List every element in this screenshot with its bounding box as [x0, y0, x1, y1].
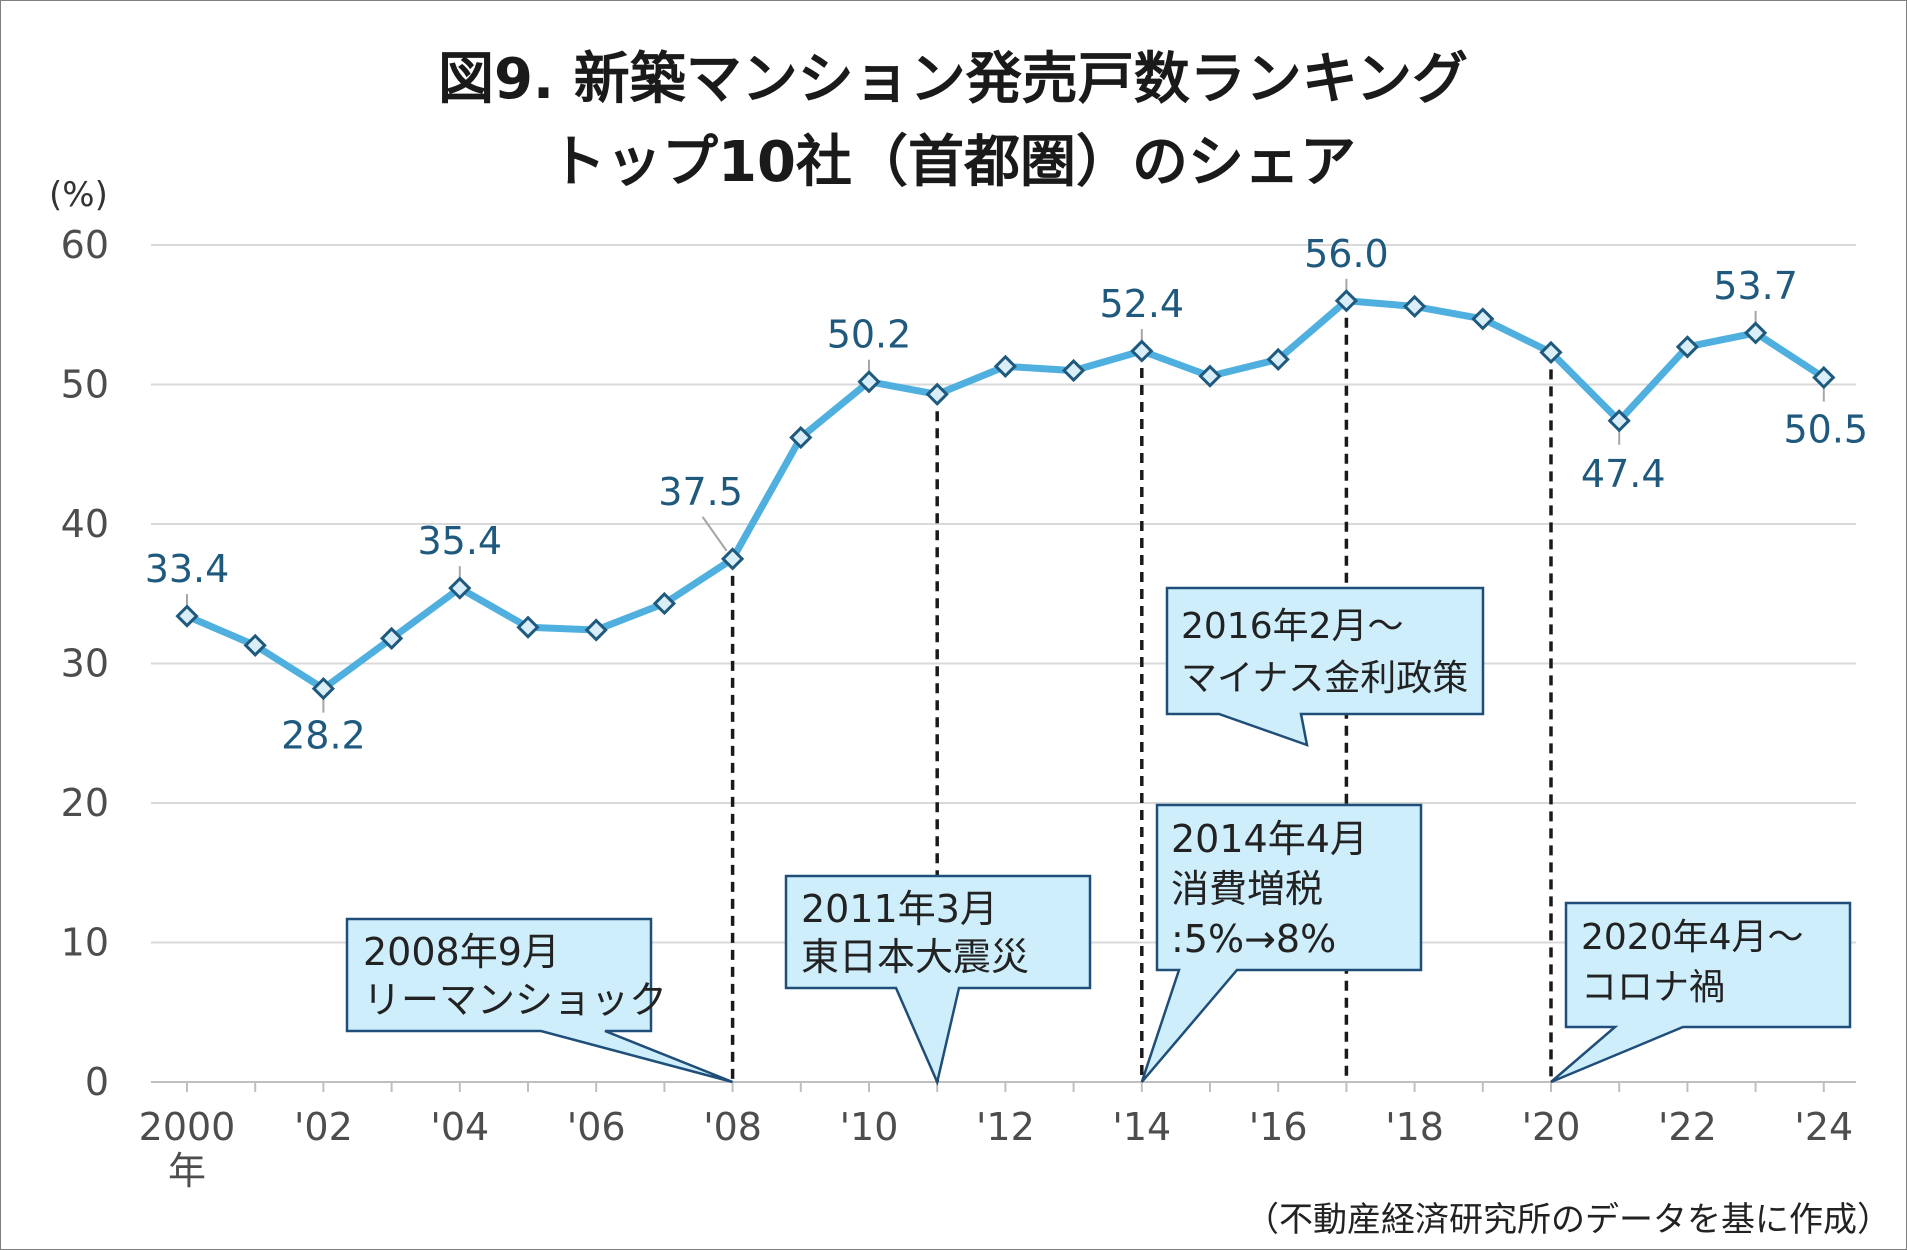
callout-text-line: 2008年9月 [363, 930, 560, 974]
data-point [584, 618, 608, 642]
data-markers [175, 289, 1836, 701]
source-note: （不動産経済研究所のデータを基に作成） [1245, 1200, 1891, 1240]
data-point [175, 604, 199, 628]
y-tick-label: 40 [61, 502, 109, 546]
data-label: 33.4 [145, 547, 230, 591]
x-tick-label: '08 [703, 1105, 762, 1149]
callout-text-line: コロナ禍 [1581, 967, 1725, 1008]
x-tick-label: '04 [430, 1105, 489, 1149]
data-label: 35.4 [417, 519, 502, 563]
data-label: 50.2 [827, 313, 912, 357]
callout-text-line: 東日本大震災 [801, 935, 1029, 979]
data-labels: 33.4 28.2 35.4 37.5 50.2 52.4 56.0 47.4 53.7 50.5 [145, 232, 1868, 758]
leader-line [701, 516, 728, 552]
callout-text-line: リーマンショック [363, 978, 667, 1022]
data-point [993, 354, 1018, 378]
data-point [1743, 321, 1768, 345]
data-point [1130, 339, 1154, 363]
callout-text-line: 2016年2月～ [1181, 606, 1404, 647]
event-callout: 2020年4月～ コロナ禍 [1550, 901, 1852, 1084]
data-point [720, 547, 745, 571]
callout-text-line: 消費増税 [1171, 867, 1323, 911]
data-point [857, 370, 881, 394]
callout-text-line: :5%→8% [1171, 917, 1336, 961]
callout-text-line: 2020年4月～ [1581, 917, 1804, 958]
data-point [1198, 364, 1222, 388]
data-point [516, 615, 540, 639]
y-tick-label: 50 [61, 363, 109, 407]
x-tick-label: '18 [1385, 1105, 1444, 1149]
chart-title-line2: トップ10社（首都圏）のシェア [550, 130, 1356, 195]
y-axis-ticks: 0 10 20 30 40 50 60 [61, 223, 109, 1104]
data-label: 28.2 [281, 714, 366, 758]
y-tick-label: 0 [85, 1060, 109, 1104]
y-tick-label: 20 [61, 781, 109, 825]
data-point [925, 382, 949, 406]
data-point [1266, 347, 1290, 372]
x-tick-label: '14 [1112, 1105, 1171, 1149]
y-tick-label: 60 [61, 223, 109, 267]
x-tick-label: '22 [1658, 1105, 1717, 1149]
x-axis-ticks: 2000 '02 '04 '06 '08 '10 '12 '14 '16 '18 '20 '22 '24 [139, 1082, 1853, 1149]
data-label: 52.4 [1099, 282, 1184, 326]
x-tick-label: 2000 [139, 1105, 236, 1149]
data-point [1539, 340, 1563, 365]
data-label-leaders [186, 278, 1825, 713]
data-point [1402, 294, 1427, 319]
callout-box [345, 917, 734, 1084]
data-label: 53.7 [1713, 264, 1798, 308]
x-tick-label: '06 [567, 1105, 626, 1149]
data-point [311, 676, 336, 701]
data-point [1607, 409, 1631, 433]
y-tick-label: 10 [61, 921, 109, 965]
y-tick-label: 30 [61, 642, 109, 686]
data-point [1812, 365, 1836, 390]
event-callout: 2016年2月～ マイナス金利政策 [1165, 586, 1485, 747]
callout-box [1550, 901, 1852, 1084]
data-label: 47.4 [1581, 452, 1666, 496]
data-point [243, 633, 267, 657]
callout-box [1140, 803, 1423, 1083]
callout-text-line: 2011年3月 [801, 887, 998, 931]
data-point [789, 425, 813, 450]
data-point [379, 626, 404, 651]
callout-box [1165, 586, 1485, 747]
data-label: 56.0 [1304, 232, 1389, 276]
callout-text-line: マイナス金利政策 [1181, 658, 1468, 699]
x-tick-label: '20 [1522, 1105, 1581, 1149]
data-point [1675, 335, 1700, 359]
data-label: 50.5 [1783, 408, 1868, 452]
data-point [652, 591, 677, 616]
x-tick-label: '24 [1794, 1105, 1853, 1149]
x-tick-label: '10 [840, 1105, 899, 1149]
chart-title-line1: 図9. 新築マンション発売戸数ランキング [438, 47, 1468, 112]
x-tick-label: '02 [294, 1105, 353, 1149]
data-point [1471, 307, 1495, 331]
data-point [1334, 289, 1359, 313]
callout-box [784, 874, 1092, 1086]
x-tick-label: '16 [1249, 1105, 1308, 1149]
x-tick-label: '12 [976, 1105, 1035, 1149]
x-axis-unit-label: 年 [168, 1149, 206, 1193]
callout-text-line: 2014年4月 [1171, 817, 1368, 861]
data-point [1061, 358, 1086, 383]
data-label: 37.5 [658, 470, 743, 514]
y-axis-unit-label: (%) [49, 175, 108, 215]
data-point [448, 576, 472, 600]
